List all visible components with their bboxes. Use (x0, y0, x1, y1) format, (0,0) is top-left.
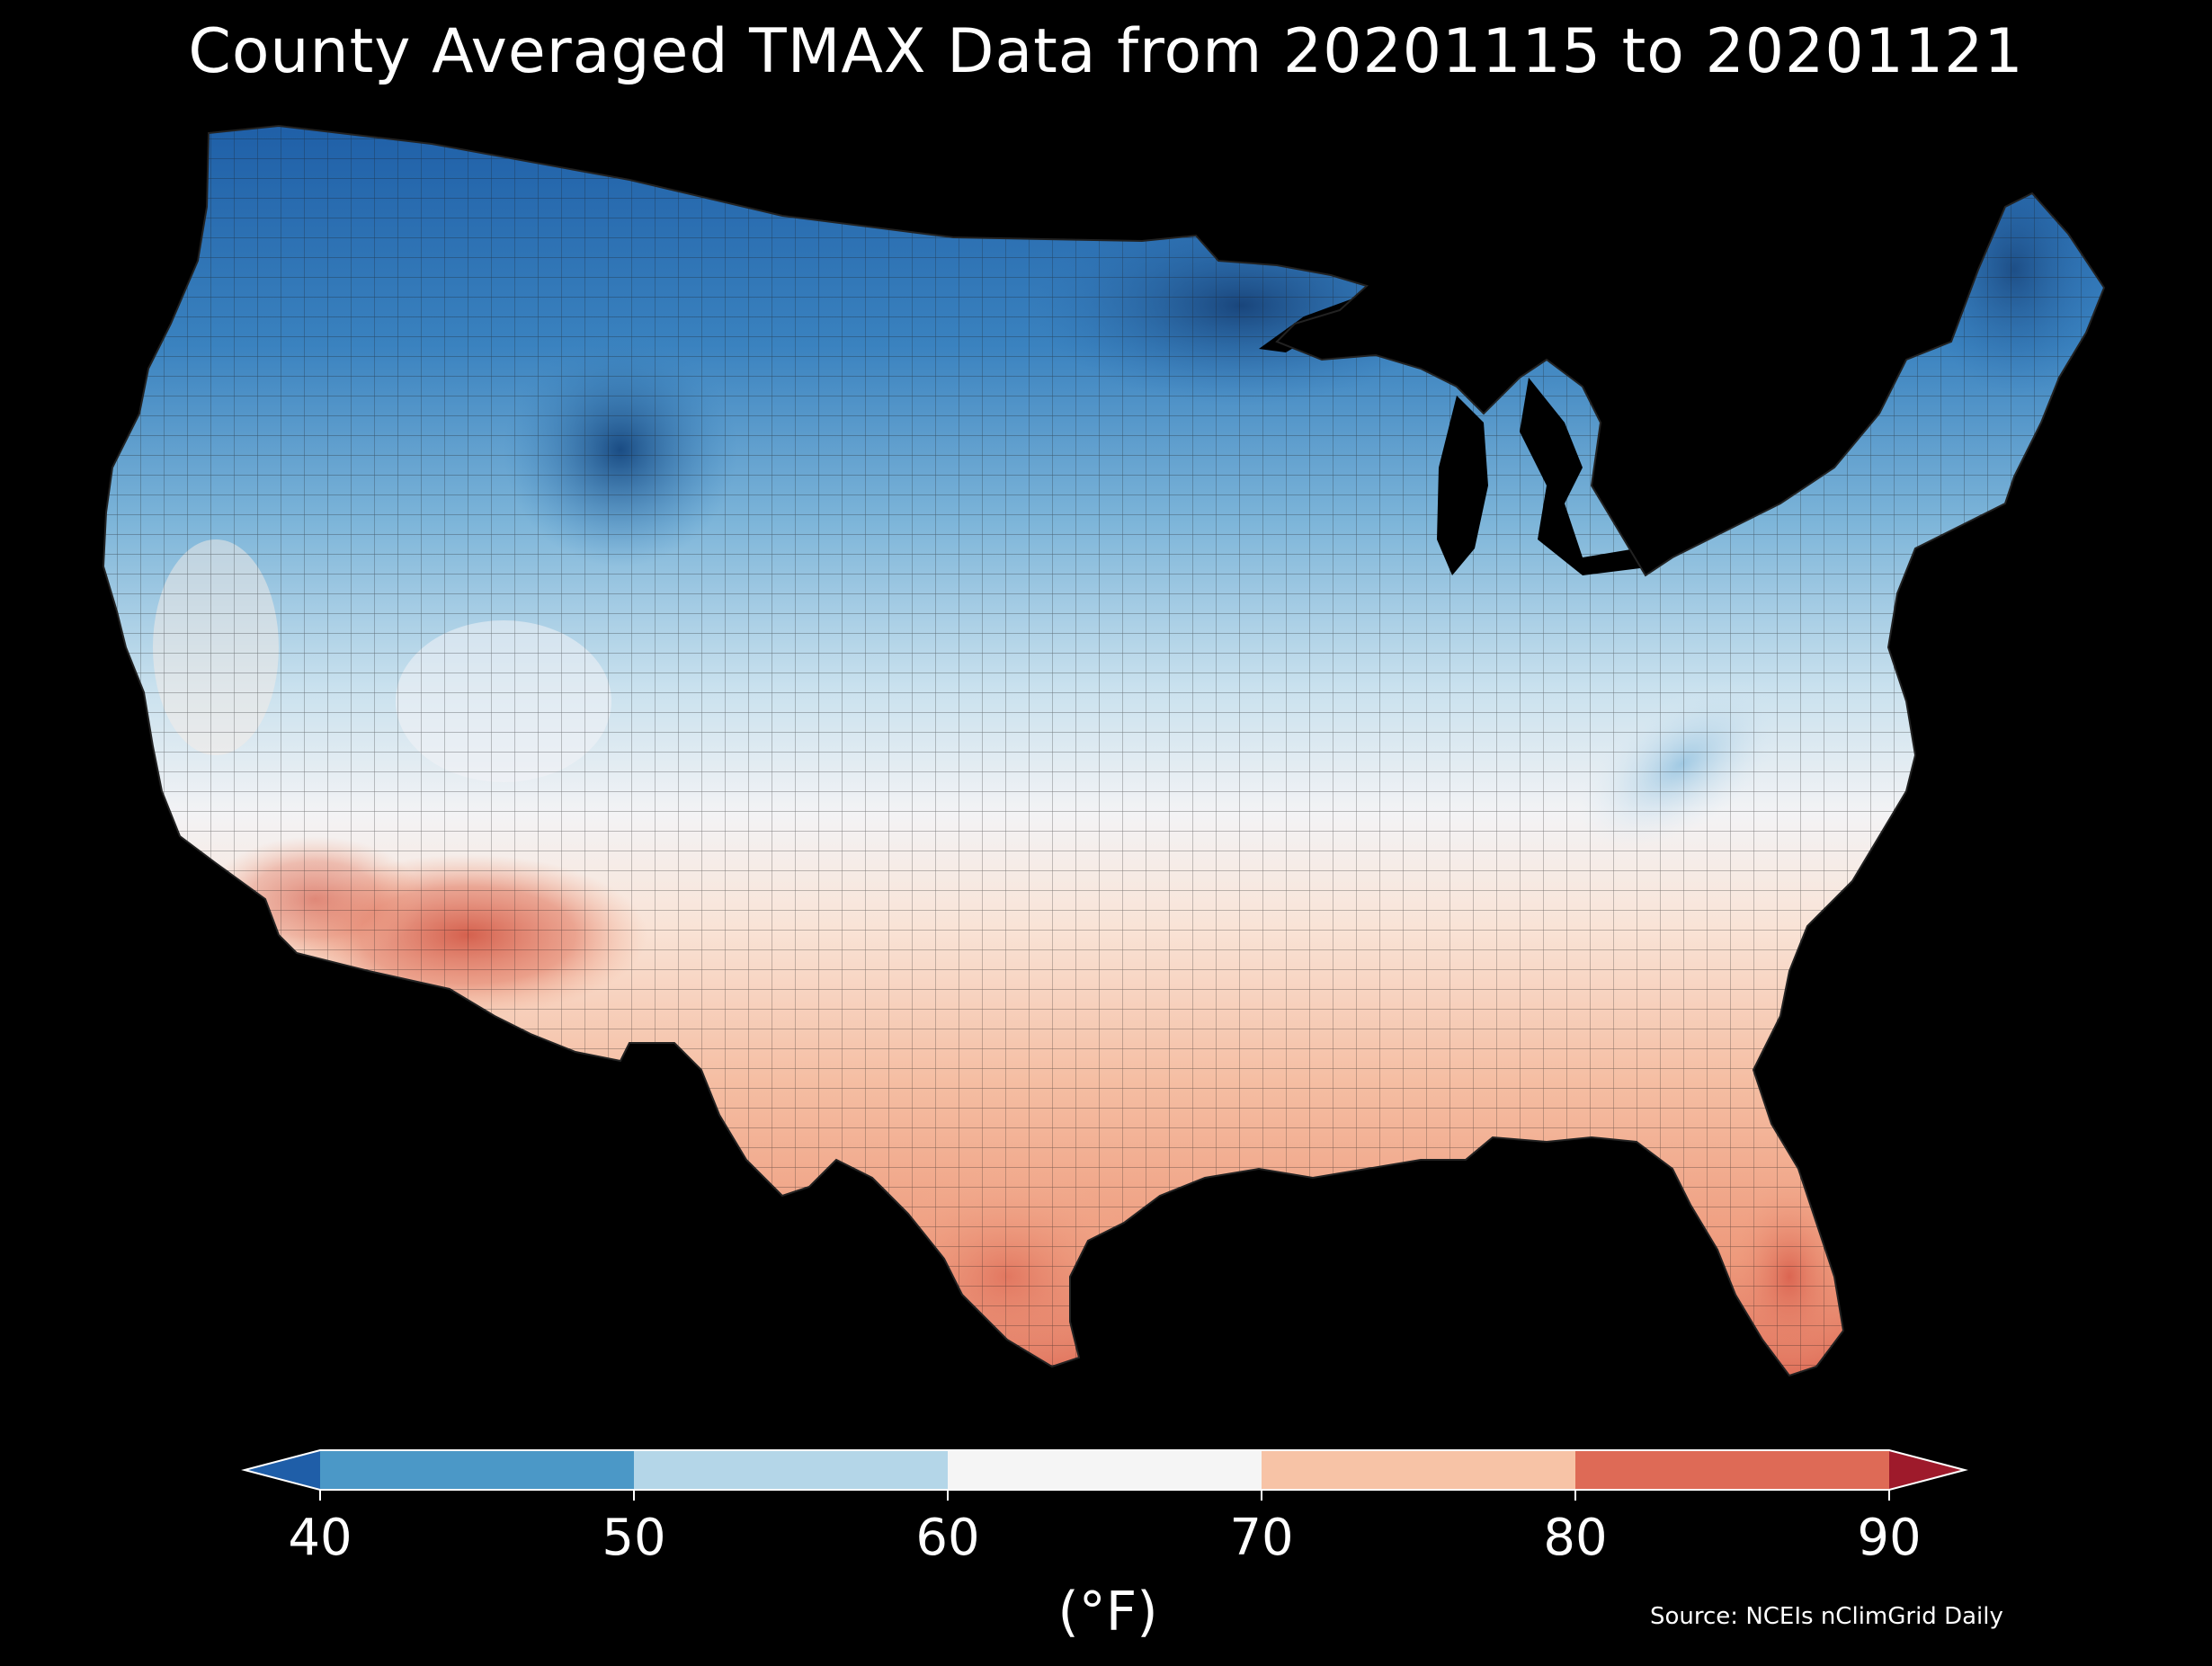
colorbar-tick-70: 70 (1229, 1509, 1294, 1567)
colorbar-tick-90: 90 (1857, 1509, 1922, 1567)
colorbar-bin-50-60 (634, 1450, 948, 1490)
colorbar-bin-70-80 (1262, 1450, 1575, 1490)
lake-huron-erie (1520, 378, 1690, 575)
colorbar-extend-low (245, 1450, 320, 1490)
colorbar-bin-60-70 (948, 1450, 1262, 1490)
colorbar-unit-label: (°F) (1057, 1581, 1158, 1644)
colorbar-tick-60: 60 (915, 1509, 980, 1567)
source-credit: Source: NCEIs nClimGrid Daily (1650, 1603, 2003, 1630)
lake-michigan (1437, 396, 1488, 575)
colorbar-bin-80-90 (1575, 1450, 1889, 1490)
colorbar-tick-50: 50 (602, 1509, 666, 1567)
colorbar-bin-40-50 (320, 1450, 634, 1490)
colorbar-tick-80: 80 (1543, 1509, 1608, 1567)
chart-title: County Averaged TMAX Data from 20201115 … (188, 16, 2024, 87)
colorbar-tick-40: 40 (288, 1509, 352, 1567)
colorbar-extend-high (1889, 1450, 1965, 1490)
